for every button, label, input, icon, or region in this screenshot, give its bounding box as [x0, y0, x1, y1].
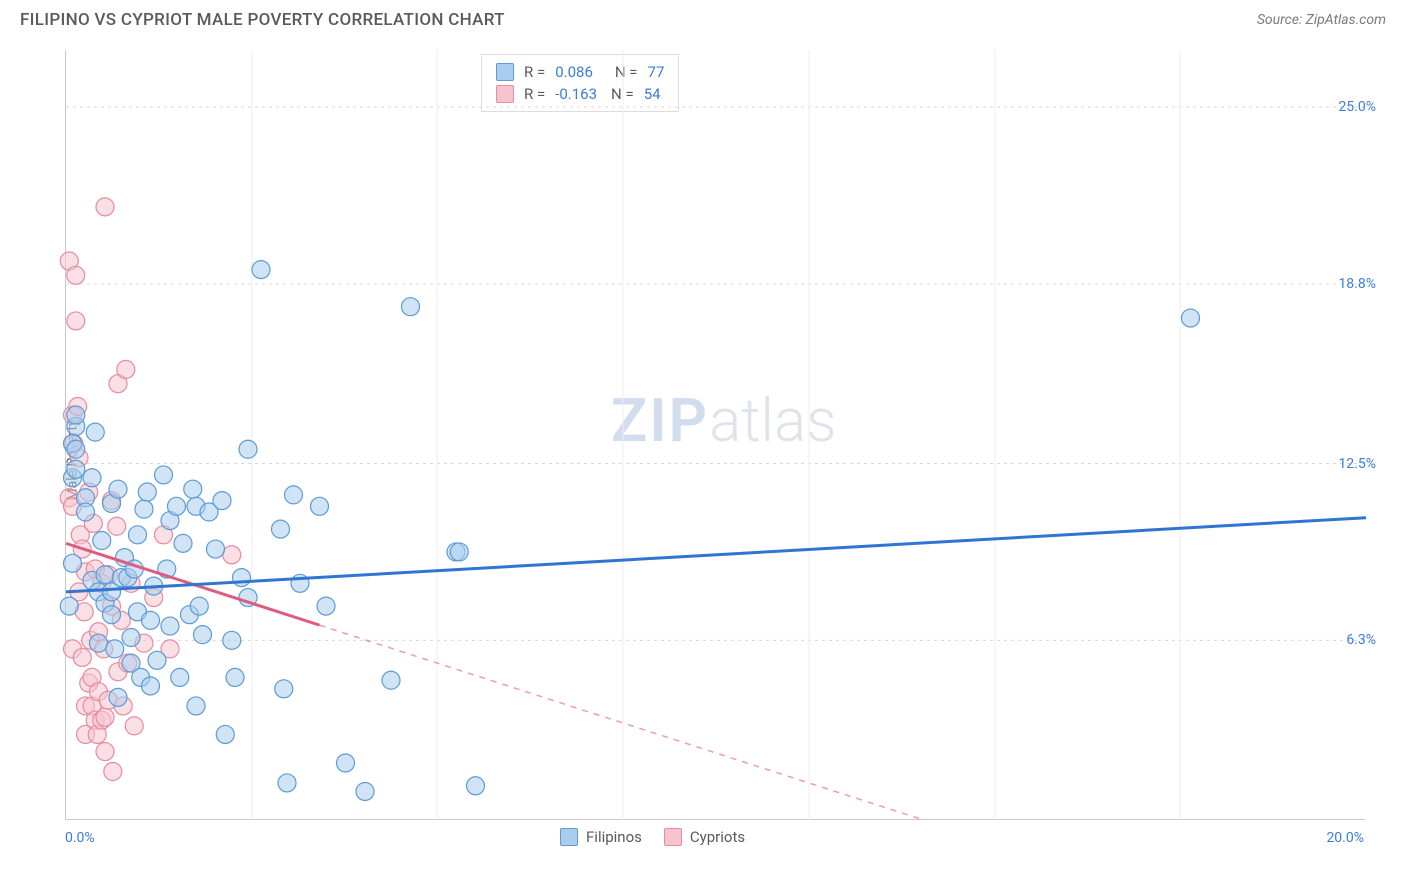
x-tick-min: 0.0%: [65, 830, 95, 846]
regression-line: [66, 518, 1366, 592]
y-tick-label: 12.5%: [1338, 456, 1376, 472]
x-tick-max: 20.0%: [1326, 830, 1364, 846]
legend-swatch-a-icon: [560, 828, 578, 846]
regression-lines: [66, 50, 1365, 819]
y-tick-label: 18.8%: [1338, 276, 1376, 292]
regression-line-ext: [320, 625, 924, 820]
legend-label-a: Filipinos: [586, 828, 642, 846]
series-legend: Filipinos Cypriots: [560, 828, 745, 846]
source-label: Source: ZipAtlas.com: [1257, 12, 1386, 28]
chart-container: Male Poverty ZIPatlas R = 0.086 N = 77 R…: [20, 40, 1386, 880]
legend-item-b: Cypriots: [664, 828, 745, 846]
legend-label-b: Cypriots: [690, 828, 745, 846]
legend-swatch-b-icon: [664, 828, 682, 846]
legend-item-a: Filipinos: [560, 828, 642, 846]
y-tick-label: 6.3%: [1346, 632, 1376, 648]
chart-title: FILIPINO VS CYPRIOT MALE POVERTY CORRELA…: [20, 10, 505, 30]
plot-area: ZIPatlas R = 0.086 N = 77 R = -0.163 N =…: [65, 50, 1365, 820]
y-tick-label: 25.0%: [1338, 99, 1376, 115]
